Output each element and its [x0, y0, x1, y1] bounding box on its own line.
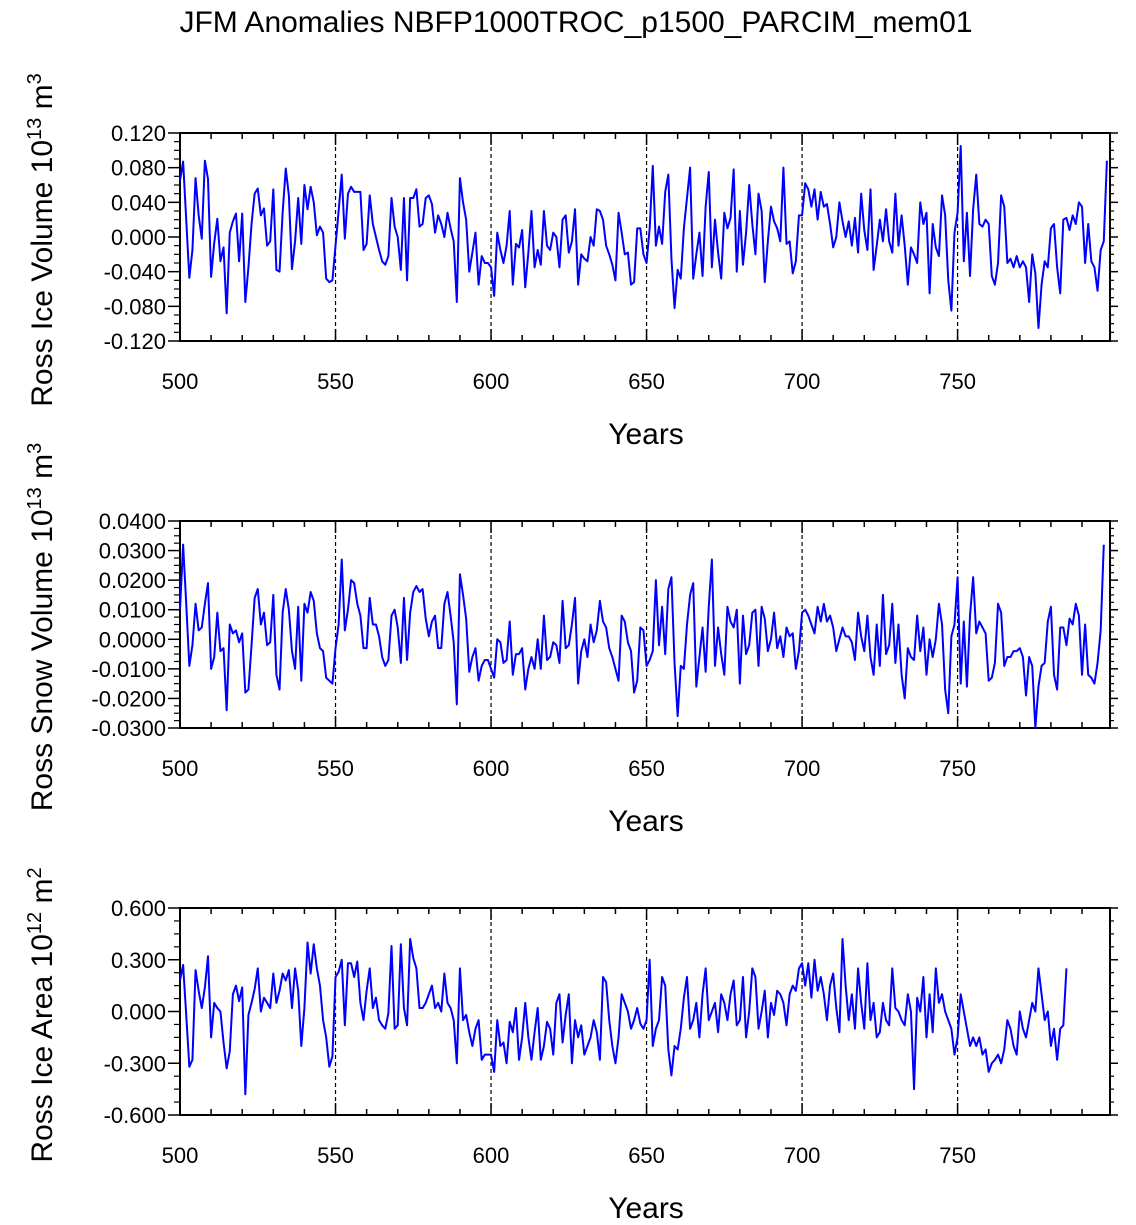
- x-tick-label: 500: [162, 1143, 199, 1168]
- y-tick-label: 0.0100: [99, 598, 166, 623]
- x-tick-label: 550: [317, 369, 354, 394]
- y-tick-label: 0.0400: [99, 509, 166, 534]
- y-axis-label-unit-exponent: 2: [24, 867, 46, 878]
- x-tick-label: 750: [939, 369, 976, 394]
- plot-frame: [179, 132, 1111, 342]
- x-axis-label: Years: [608, 1192, 684, 1225]
- x-tick-label: 750: [939, 756, 976, 781]
- x-tick-label: 700: [784, 1143, 821, 1168]
- y-tick-label: 0.080: [111, 156, 166, 181]
- x-tick-label: 600: [473, 369, 510, 394]
- y-tick-label: 0.120: [111, 121, 166, 146]
- x-tick-label: 550: [317, 756, 354, 781]
- y-tick-label: 0.300: [111, 948, 166, 973]
- x-tick-label: 700: [784, 756, 821, 781]
- x-tick-label: 600: [473, 1143, 510, 1168]
- y-axis-label-exponent: 13: [24, 487, 46, 509]
- x-tick-label: 500: [162, 369, 199, 394]
- y-axis-label-text: Ross Ice Area 10: [26, 934, 59, 1162]
- y-axis-label-text: Ross Ice Volume 10: [26, 140, 59, 407]
- y-axis-label-unit-exponent: 3: [24, 73, 46, 84]
- y-axis-label-exponent: 13: [24, 118, 46, 140]
- x-tick-label: 650: [628, 756, 665, 781]
- y-axis-label-unit: m: [26, 454, 59, 487]
- y-tick-label: 0.0200: [99, 568, 166, 593]
- y-tick-label: 0.040: [111, 190, 166, 215]
- x-tick-label: 600: [473, 756, 510, 781]
- x-tick-label: 550: [317, 1143, 354, 1168]
- y-tick-label: -0.600: [104, 1103, 166, 1128]
- y-tick-label: -0.120: [104, 329, 166, 354]
- y-tick-label: 0.0000: [99, 627, 166, 652]
- chart-panel-2: 0.0400 0.0300 0.0200 0.0100 0.0000 -0.0100 -0.…: [24, 443, 1118, 838]
- y-axis-label-unit: m: [26, 84, 59, 117]
- y-tick-label: -0.300: [104, 1051, 166, 1076]
- series-line: [179, 938, 1068, 1096]
- y-tick-label: -0.040: [104, 260, 166, 285]
- x-tick-label: 700: [784, 369, 821, 394]
- y-axis-label: Ross Snow Volume 1013 m3: [24, 443, 59, 812]
- y-tick-label: 0.000: [111, 1000, 166, 1025]
- y-tick-label: 0.600: [111, 896, 166, 921]
- x-tick-label: 650: [628, 1143, 665, 1168]
- x-axis-label: Years: [608, 418, 684, 451]
- y-axis-label-exponent: 12: [24, 912, 46, 934]
- chart-panel-3: 0.600 0.300 0.000 -0.300 -0.600 500 550 600 650 7…: [24, 867, 1118, 1225]
- y-tick-label: 0.0300: [99, 539, 166, 564]
- y-axis-label-unit-exponent: 3: [24, 443, 46, 454]
- y-axis-label-unit: m: [26, 879, 59, 912]
- y-tick-label: -0.0200: [91, 686, 166, 711]
- chart-panel-1: 0.120 0.080 0.040 0.000 -0.040 -0.080 -0.120 50…: [24, 73, 1118, 451]
- plot-frame: [179, 907, 1111, 1116]
- x-tick-label: 650: [628, 369, 665, 394]
- y-axis-label-text: Ross Snow Volume 10: [26, 509, 59, 811]
- y-axis-label: Ross Ice Volume 1013 m3: [24, 73, 59, 407]
- series-line: [179, 145, 1108, 329]
- x-tick-label: 750: [939, 1143, 976, 1168]
- x-axis-label: Years: [608, 805, 684, 838]
- y-axis-label: Ross Ice Area 1012 m2: [24, 867, 59, 1162]
- y-tick-label: -0.0300: [91, 716, 166, 741]
- x-tick-label: 500: [162, 756, 199, 781]
- y-tick-label: -0.0100: [91, 657, 166, 682]
- y-tick-label: 0.000: [111, 225, 166, 250]
- y-tick-label: -0.080: [104, 294, 166, 319]
- series-line: [179, 543, 1105, 729]
- chart-title: JFM Anomalies NBFP1000TROC_p1500_PARCIM_…: [179, 6, 972, 39]
